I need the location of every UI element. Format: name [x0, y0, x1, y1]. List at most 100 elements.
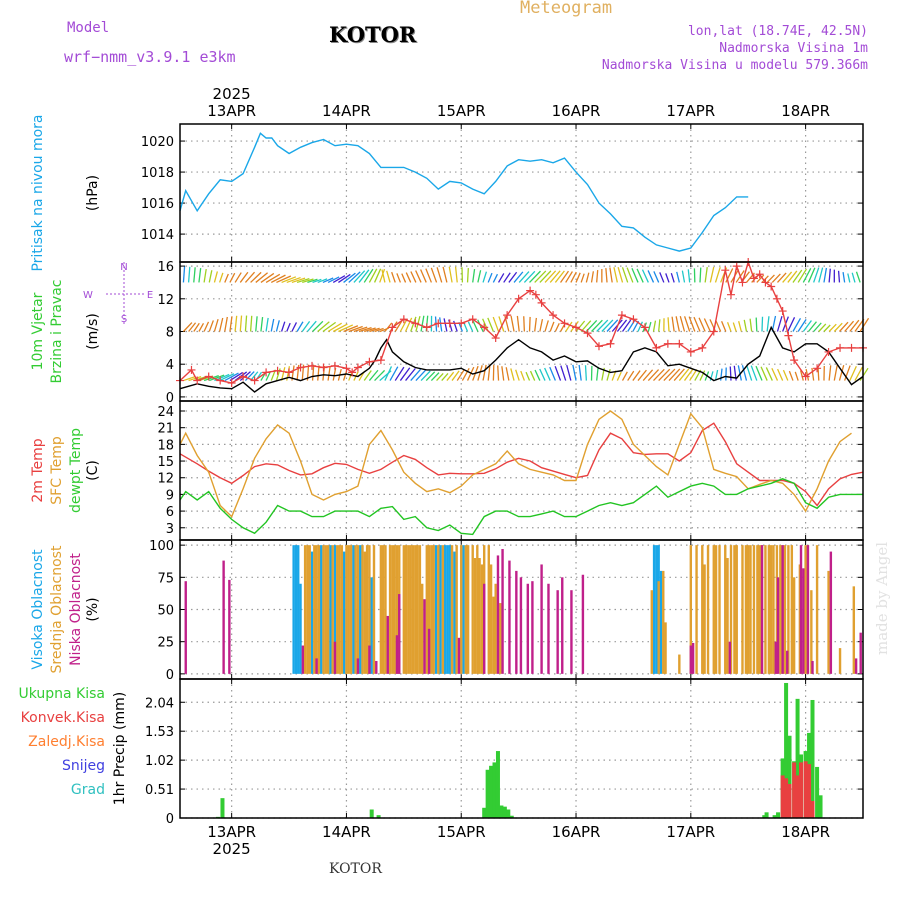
- srednja-oblacnost-bar: [340, 545, 344, 674]
- y-unit: (C): [85, 460, 101, 481]
- wind-barb: [394, 366, 405, 381]
- gust-marker: [790, 356, 799, 365]
- gust-marker: [376, 356, 385, 365]
- visoka-oblacnost-bar: [453, 551, 456, 674]
- bottom-date-label: 17APR: [666, 823, 715, 841]
- y-tick-label: 18: [157, 438, 174, 453]
- niska-oblacnost-bar: [508, 560, 511, 674]
- wind-barb: [721, 320, 727, 332]
- konvek-kisa-bar: [784, 778, 789, 818]
- srednja-oblacnost-bar: [384, 545, 387, 674]
- precip-legend-item: Ukupna Kisa: [18, 686, 105, 702]
- ukupna-kisa-bar: [784, 682, 789, 818]
- visoka-oblacnost-bar: [448, 545, 451, 674]
- wind-barb: [689, 369, 698, 381]
- srednja-oblacnost-bar: [395, 545, 399, 674]
- srednja-oblacnost-bar: [372, 545, 376, 674]
- wind-barb: [420, 370, 431, 382]
- niska-oblacnost-bar: [526, 583, 530, 674]
- niska-oblacnost-bar: [581, 574, 585, 674]
- y-unit: (%): [85, 597, 101, 621]
- y-tick-label: 1.02: [145, 754, 174, 769]
- srednja-oblacnost-bar: [365, 545, 369, 674]
- wind-barb: [849, 365, 857, 381]
- wind-barb: [714, 266, 721, 283]
- srednja-oblacnost-bar: [411, 545, 415, 674]
- wind-barb: [544, 367, 551, 381]
- wind-barb: [482, 364, 487, 381]
- gust-marker: [216, 376, 225, 385]
- precip-legend-item: Snijeg: [62, 758, 105, 774]
- wind-barb: [317, 365, 320, 381]
- wind-barb: [446, 371, 455, 381]
- niska-oblacnost-bar: [375, 660, 378, 674]
- wind-barb: [670, 273, 675, 283]
- wind-barb: [849, 319, 860, 332]
- wind-barb: [311, 364, 315, 381]
- srednja-oblacnost-bar: [662, 570, 665, 674]
- wind-barb: [348, 325, 363, 333]
- wind-barb: [698, 317, 706, 332]
- panel-clouds: 0 25 50 75 100 Visoka Oblacnost Srednja Oblacn…: [30, 539, 864, 683]
- srednja-oblacnost-bar: [336, 545, 339, 674]
- srednja-oblacnost-bar: [749, 545, 752, 674]
- wind-barb: [743, 319, 748, 332]
- compass-s: S: [121, 314, 127, 325]
- gust-marker: [330, 361, 339, 370]
- wind-barb: [188, 322, 197, 332]
- gust-marker: [594, 342, 603, 351]
- wind-barb: [746, 365, 753, 381]
- srednja-oblacnost-bar: [476, 545, 479, 674]
- series-ukupna-kisa: [215, 682, 823, 818]
- y-tick-label: 4: [166, 358, 174, 373]
- gust-marker: [468, 315, 477, 324]
- wind-barb: [771, 273, 781, 283]
- wind-barb: [498, 316, 505, 332]
- ukupna-kisa-bar: [818, 795, 823, 818]
- y-tick-label: 6: [166, 505, 174, 520]
- wind-barb: [737, 365, 742, 381]
- wind-barb: [699, 267, 702, 283]
- wind-barb: [454, 266, 458, 283]
- srednja-oblacnost-bar: [487, 545, 490, 674]
- wind-barb: [596, 319, 609, 332]
- wind-barb: [296, 321, 304, 332]
- niska-oblacnost-bar: [547, 583, 550, 674]
- gust-marker: [663, 339, 672, 348]
- y-tick-label: 12: [157, 472, 174, 487]
- konvek-kisa-bar: [780, 775, 785, 818]
- ukupna-kisa-bar: [506, 809, 511, 818]
- visoka-oblacnost-bar: [439, 545, 442, 674]
- wind-barb: [327, 276, 340, 284]
- wind-barb: [516, 315, 520, 332]
- wind-barb: [668, 368, 681, 382]
- wind-barb: [466, 366, 475, 381]
- wind-barb: [627, 370, 635, 381]
- srednja-oblacnost-bar: [441, 545, 445, 674]
- srednja-oblacnost-bar: [726, 558, 729, 674]
- wind-barb: [322, 277, 334, 284]
- wind-barb: [394, 319, 403, 332]
- series-pritisak-line: [179, 132, 749, 252]
- ukupna-kisa-bar: [220, 798, 225, 818]
- wind-barb: [663, 368, 676, 382]
- wind-barb: [528, 316, 531, 332]
- wind-barb: [224, 316, 228, 332]
- srednja-oblacnost-bar: [322, 545, 325, 674]
- wind-barb: [817, 366, 820, 381]
- niska-oblacnost-bar: [482, 583, 486, 674]
- gust-marker: [342, 364, 351, 373]
- wind-barb: [760, 366, 768, 381]
- srednja-oblacnost-bar: [764, 545, 767, 674]
- wind-barb: [280, 321, 286, 332]
- wind-barb: [653, 368, 665, 382]
- wind-barb: [590, 271, 595, 283]
- ukupna-kisa-bar: [492, 762, 497, 818]
- wind-barb: [750, 365, 758, 381]
- y-unit: (hPa): [85, 175, 101, 211]
- srednja-oblacnost-bar: [779, 545, 782, 674]
- wind-barb: [208, 320, 214, 332]
- wind-barb: [675, 316, 680, 332]
- wind-barb: [755, 365, 763, 381]
- wind-barb: [306, 320, 317, 332]
